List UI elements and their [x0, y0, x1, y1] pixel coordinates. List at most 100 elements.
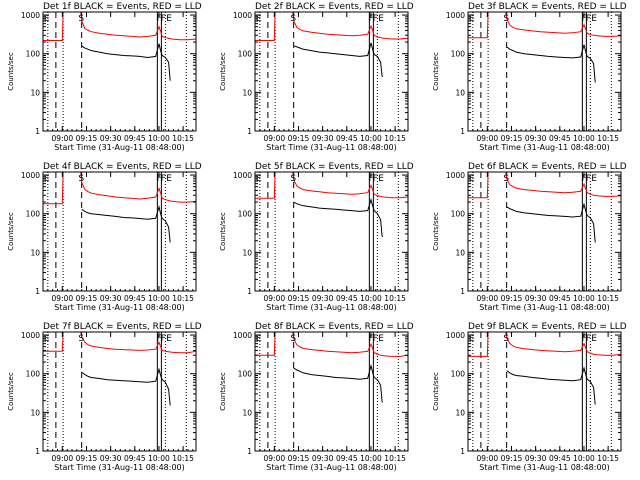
x-tick-label: 10:15: [172, 134, 194, 143]
plot-frame: [42, 11, 197, 132]
y-tick-label: 1: [247, 287, 252, 296]
x-tick-label: 09:15: [501, 134, 523, 143]
y-tick-label: 1000: [446, 331, 465, 340]
event-marker-e: E: [591, 14, 597, 24]
panel-det-5: Det 5f BLACK = Events, RED = LLD 1 10 100 10…: [219, 162, 414, 312]
x-tick-label: 09:00: [52, 134, 74, 143]
event-marker-f: F: [161, 334, 166, 344]
y-axis-label: Counts/sec: [432, 52, 440, 91]
y-tick-label: 1: [460, 287, 465, 296]
x-tick-label: 10:00: [148, 294, 170, 303]
x-tick-label: 09:45: [549, 454, 571, 463]
x-tick-label: 09:15: [76, 294, 98, 303]
y-tick-label: 1000: [233, 171, 252, 180]
x-tick-label: 09:30: [100, 454, 122, 463]
x-tick-label: 09:15: [76, 134, 98, 143]
series-group: [255, 332, 408, 403]
x-tick-label: 10:00: [360, 294, 382, 303]
x-tick-label: 09:45: [336, 454, 358, 463]
events-series-line: [81, 204, 171, 243]
event-marker-f: F: [157, 334, 162, 344]
panel-det-6: Det 6f BLACK = Events, RED = LLD 1 10 100 10…: [432, 162, 627, 312]
events-series-line: [81, 367, 171, 406]
panel-title: Det 6f BLACK = Events, RED = LLD: [468, 162, 627, 172]
events-series-line: [293, 42, 383, 78]
event-marker-e: E: [469, 334, 475, 344]
y-tick-label: 1: [247, 447, 252, 456]
y-tick-label: 1000: [21, 331, 40, 340]
panel-det-8: Det 8f BLACK = Events, RED = LLD 1 10 100 10…: [219, 322, 414, 472]
y-tick-label: 1000: [21, 171, 40, 180]
y-tick-label: 100: [26, 210, 41, 219]
events-series-line: [506, 366, 596, 405]
plot-frame: [42, 331, 197, 452]
x-tick-label: 10:00: [573, 454, 595, 463]
series-group: [468, 12, 621, 83]
event-marker-e: E: [378, 14, 384, 24]
x-tick-label: 09:15: [76, 454, 98, 463]
plot-frame: [467, 11, 622, 132]
y-tick-label: 10: [455, 248, 465, 257]
event-marker-f: F: [582, 174, 587, 184]
event-marker-f: F: [373, 174, 378, 184]
x-tick-label: 09:00: [52, 454, 74, 463]
event-marker-f: F: [157, 174, 162, 184]
x-tick-label: 09:00: [477, 454, 499, 463]
lld-series-line: [43, 332, 196, 354]
y-tick-label: 100: [451, 370, 466, 379]
x-tick-label: 09:45: [124, 454, 146, 463]
x-axis-label: Start Time (31-Aug-11 08:48:00): [54, 143, 185, 152]
x-tick-label: 09:00: [264, 454, 286, 463]
y-tick-label: 1000: [446, 11, 465, 20]
panel-title: Det 1f BLACK = Events, RED = LLD: [43, 2, 202, 12]
x-axis-label: Start Time (31-Aug-11 08:48:00): [266, 303, 397, 312]
y-tick-label: 1: [35, 127, 40, 136]
event-marker-e: E: [378, 174, 384, 184]
panel-title: Det 4f BLACK = Events, RED = LLD: [43, 162, 202, 172]
event-marker-e: E: [44, 14, 50, 24]
y-tick-label: 100: [26, 50, 41, 59]
x-tick-label: 09:00: [264, 134, 286, 143]
x-tick-label: 10:15: [384, 294, 406, 303]
y-axis-label: Counts/sec: [7, 372, 15, 411]
y-tick-label: 1000: [446, 171, 465, 180]
lld-series-line: [255, 332, 408, 357]
y-tick-label: 1000: [21, 11, 40, 20]
lld-series-line: [468, 332, 621, 357]
y-tick-label: 100: [451, 210, 466, 219]
y-tick-label: 100: [26, 370, 41, 379]
y-tick-label: 10: [30, 408, 40, 417]
event-marker-e: E: [166, 14, 172, 24]
x-axis-label: Start Time (31-Aug-11 08:48:00): [266, 143, 397, 152]
x-tick-label: 09:45: [124, 294, 146, 303]
x-tick-label: 09:45: [549, 294, 571, 303]
y-tick-label: 1: [460, 447, 465, 456]
event-marker-s: S: [290, 334, 296, 344]
series-group: [43, 172, 196, 243]
y-axis-label: Counts/sec: [7, 212, 15, 251]
event-marker-e: E: [591, 174, 597, 184]
panel-title: Det 3f BLACK = Events, RED = LLD: [468, 2, 627, 12]
y-axis-label: Counts/sec: [219, 52, 227, 91]
events-series-line: [81, 43, 171, 81]
event-marker-f: F: [373, 334, 378, 344]
y-axis-label: Counts/sec: [7, 52, 15, 91]
event-marker-s: S: [290, 174, 296, 184]
event-marker-e: E: [256, 334, 262, 344]
event-marker-e: E: [166, 174, 172, 184]
event-marker-s: S: [290, 14, 296, 24]
x-tick-label: 10:00: [573, 294, 595, 303]
event-marker-e: E: [166, 334, 172, 344]
series-group: [468, 172, 621, 243]
x-tick-label: 10:00: [573, 134, 595, 143]
x-tick-label: 10:15: [597, 294, 619, 303]
event-marker-s: S: [78, 334, 84, 344]
panel-title: Det 2f BLACK = Events, RED = LLD: [255, 2, 414, 12]
event-marker-f: F: [369, 174, 374, 184]
x-tick-label: 09:30: [312, 134, 334, 143]
events-series-line: [293, 197, 383, 238]
lld-series-line: [468, 12, 621, 39]
x-tick-label: 09:45: [549, 134, 571, 143]
x-axis-label: Start Time (31-Aug-11 08:48:00): [479, 463, 610, 472]
series-group: [43, 332, 196, 406]
